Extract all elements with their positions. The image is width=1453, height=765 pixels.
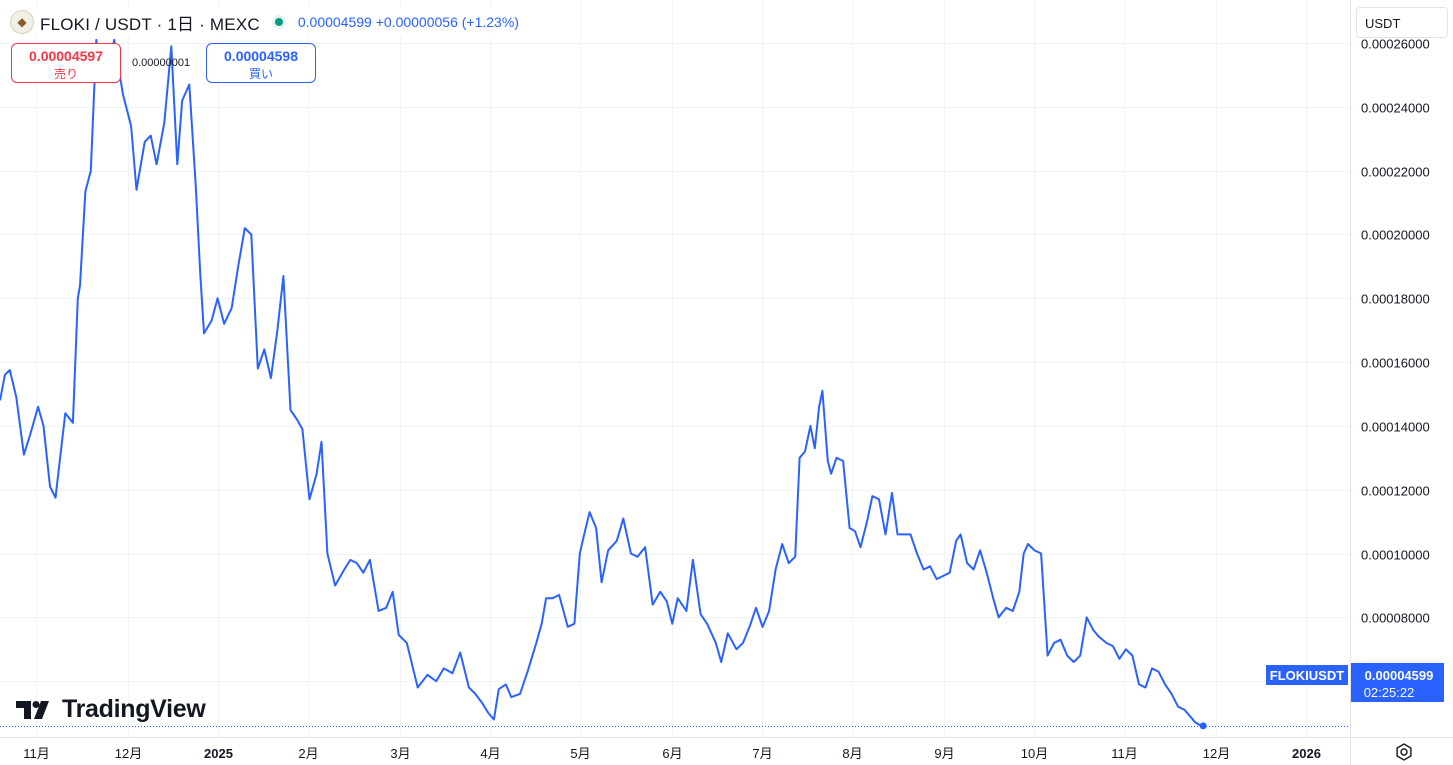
last-price-dot xyxy=(1199,722,1207,730)
floki-logo-icon: ◆ xyxy=(10,10,34,34)
buy-price: 0.00004598 xyxy=(224,48,298,64)
y-tick-label: 0.00024000 xyxy=(1361,101,1430,116)
price-change-info: 0.00004599 +0.00000056 (+1.23%) xyxy=(297,14,519,30)
symbol-tag-label: FLOKIUSDT xyxy=(1270,668,1344,683)
y-tick-label: 0.00018000 xyxy=(1361,292,1430,307)
symbol-tag-bg xyxy=(1266,665,1348,685)
chart-grid xyxy=(0,0,1350,737)
sell-button[interactable]: 0.00004597 売り xyxy=(11,43,121,83)
sell-price: 0.00004597 xyxy=(29,48,103,64)
x-tick-label: 6月 xyxy=(662,746,682,761)
tradingview-wordmark: TradingView xyxy=(62,695,206,723)
x-tick-label: 12月 xyxy=(115,746,142,761)
x-tick-label: 11月 xyxy=(1111,746,1138,761)
x-tick-label: 2月 xyxy=(298,746,318,761)
y-tick-label: 0.00008000 xyxy=(1361,611,1430,626)
symbol-header: ◆ FLOKI / USDT · 1日 · MEXC 0.00004599 +0… xyxy=(10,8,525,36)
y-tick-label: 0.00014000 xyxy=(1361,420,1430,435)
time-axis: 11月 12月 2025 2月 3月 4月 5月 6月 7月 8月 9月 10月 11月 12月 2026 xyxy=(23,746,1321,761)
x-tick-label: 5月 xyxy=(570,746,590,761)
x-tick-label: 7月 xyxy=(752,746,772,761)
y-tick-label: 0.00022000 xyxy=(1361,165,1430,180)
y-tick-label: 0.00012000 xyxy=(1361,484,1430,499)
buy-label: 買い xyxy=(248,67,273,81)
x-tick-label: 2025 xyxy=(204,746,233,761)
x-tick-label: 9月 xyxy=(934,746,954,761)
currency-select[interactable]: USDT xyxy=(1356,7,1448,38)
market-status-icon[interactable] xyxy=(271,15,286,29)
x-tick-label: 11月 xyxy=(23,746,50,761)
buy-button[interactable]: 0.00004598 買い xyxy=(206,43,316,83)
symbol-title[interactable]: FLOKI / USDT · 1日 · MEXC xyxy=(40,14,260,34)
tradingview-logo: TradingView xyxy=(16,695,206,724)
x-tick-label: 8月 xyxy=(842,746,862,761)
y-tick-label: 0.00020000 xyxy=(1361,228,1430,243)
x-tick-label: 10月 xyxy=(1021,746,1048,761)
price-tag-bg xyxy=(1351,663,1444,702)
last-price-tag: FLOKIUSDT 0.00004599 02:25:22 xyxy=(1266,663,1444,702)
price-axis: 0.000060000.000080000.000100000.00012000… xyxy=(1361,37,1430,690)
sell-label: 売り xyxy=(53,67,78,81)
x-tick-label: 4月 xyxy=(480,746,500,761)
price-tag-value: 0.00004599 xyxy=(1365,668,1434,683)
x-tick-label: 3月 xyxy=(390,746,410,761)
y-tick-label: 0.00016000 xyxy=(1361,356,1430,371)
y-tick-label: 0.00026000 xyxy=(1361,37,1430,52)
x-tick-label: 12月 xyxy=(1203,746,1230,761)
y-tick-label: 0.00010000 xyxy=(1361,548,1430,563)
settings-gear-icon[interactable] xyxy=(1393,741,1415,763)
tradingview-mark-icon xyxy=(16,700,49,719)
price-series-line xyxy=(0,38,1204,727)
price-tag-countdown: 02:25:22 xyxy=(1364,685,1415,700)
spread-value: 0.00000001 xyxy=(132,57,191,69)
x-tick-label: 2026 xyxy=(1292,746,1321,761)
